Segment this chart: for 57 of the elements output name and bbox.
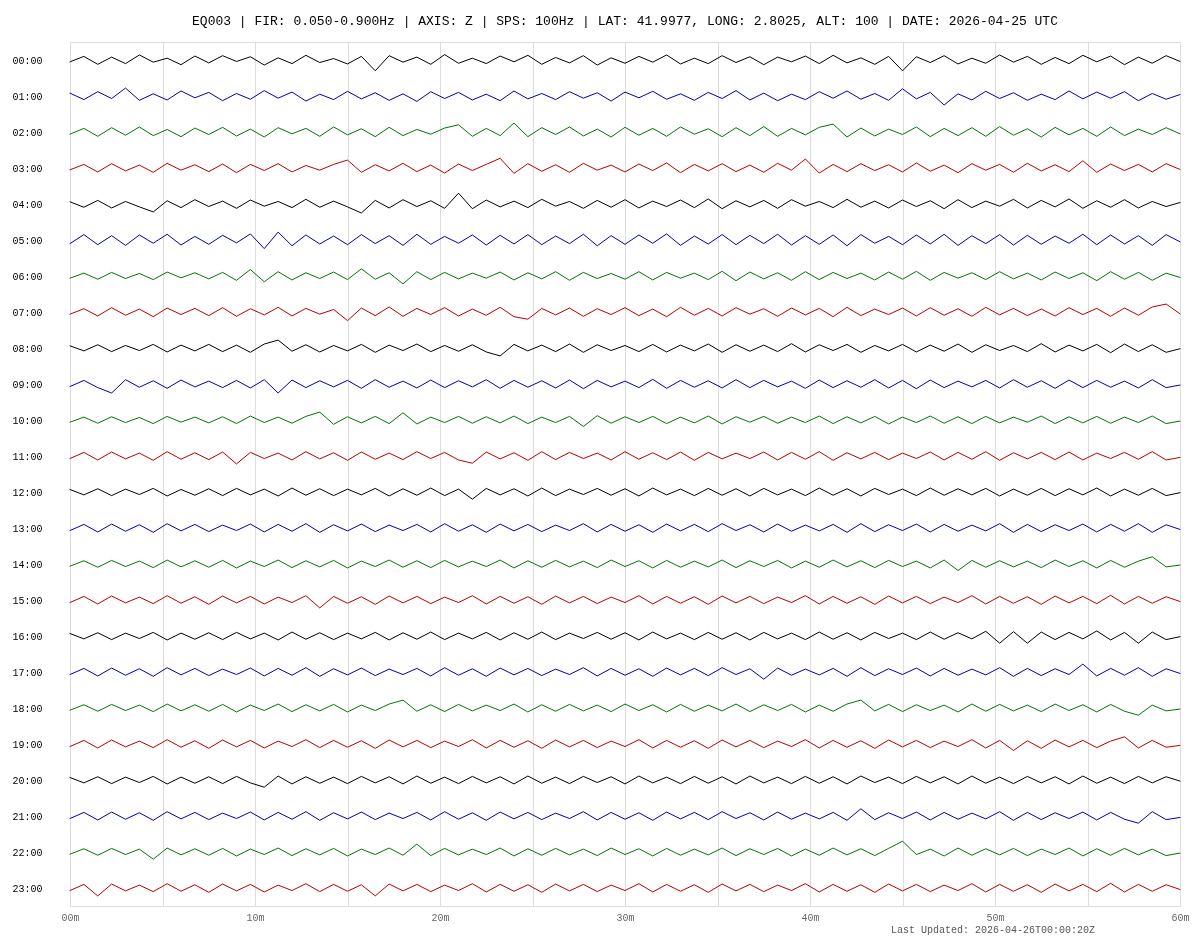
y-tick-label: 08:00 (12, 343, 43, 355)
y-tick-label: 00:00 (12, 55, 43, 67)
y-tick-label: 22:00 (12, 847, 43, 859)
y-tick-label: 09:00 (12, 379, 43, 391)
x-tick-label: 30m (616, 912, 635, 924)
line-series (69, 268, 1181, 285)
line-series (69, 699, 1181, 716)
line-series (69, 840, 1181, 860)
y-tick-label: 16:00 (12, 631, 43, 643)
y-tick-label: 15:00 (12, 595, 43, 607)
y-tick-label: 07:00 (12, 307, 43, 319)
y-tick-label: 12:00 (12, 487, 43, 499)
x-tick-label: 40m (801, 912, 820, 924)
line-series (69, 303, 1181, 322)
y-tick-label: 18:00 (12, 703, 43, 715)
line-series (69, 122, 1181, 138)
line-series (69, 808, 1181, 824)
line-series (69, 378, 1181, 394)
line-series (69, 87, 1181, 106)
text: Last Updated: 2026-04-26T00:00:20Z (890, 925, 1095, 936)
line-series (69, 339, 1181, 357)
line-series (69, 231, 1181, 250)
line-series (69, 594, 1181, 609)
x-tick-label: 50m (986, 912, 1005, 924)
line-series (69, 882, 1181, 897)
y-tick-label: 04:00 (12, 199, 43, 211)
y-tick-label: 13:00 (12, 523, 43, 535)
line-series (69, 487, 1181, 500)
line-series (69, 630, 1181, 644)
y-tick-label: 17:00 (12, 667, 43, 679)
y-tick-label: 02:00 (12, 127, 43, 139)
x-tick-label: 00m (61, 912, 80, 924)
line-series (69, 192, 1181, 214)
line-series (69, 157, 1181, 174)
x-tick-label: 60m (1171, 912, 1190, 924)
x-tick-label: 10m (246, 912, 265, 924)
line-series (69, 411, 1181, 427)
line-series (69, 54, 1181, 72)
y-tick-label: 10:00 (12, 415, 43, 427)
y-tick-label: 14:00 (12, 559, 43, 571)
line-series (69, 451, 1181, 465)
x-tick-label: 20m (431, 912, 450, 924)
y-tick-label: 03:00 (12, 163, 43, 175)
y-tick-label: 05:00 (12, 235, 43, 247)
y-tick-label: 01:00 (12, 91, 43, 103)
line-series (69, 523, 1181, 533)
line-series (69, 775, 1181, 788)
y-tick-label: 06:00 (12, 271, 43, 283)
y-tick-label: 11:00 (12, 451, 43, 463)
line-series (69, 663, 1181, 680)
y-tick-label: 21:00 (12, 811, 43, 823)
chart-title: EQ003 | FIR: 0.050-0.900Hz | AXIS: Z | SPS: 100Hz | LAT: 41.9977, LONG: 2.8025, ALT: 100 | DATE: 2026-04-25 UTC (192, 14, 1059, 29)
line-series (69, 736, 1181, 751)
y-tick-label: 23:00 (12, 883, 43, 895)
y-tick-label: 20:00 (12, 775, 43, 787)
line-series (69, 556, 1181, 571)
y-tick-label: 19:00 (12, 739, 43, 751)
